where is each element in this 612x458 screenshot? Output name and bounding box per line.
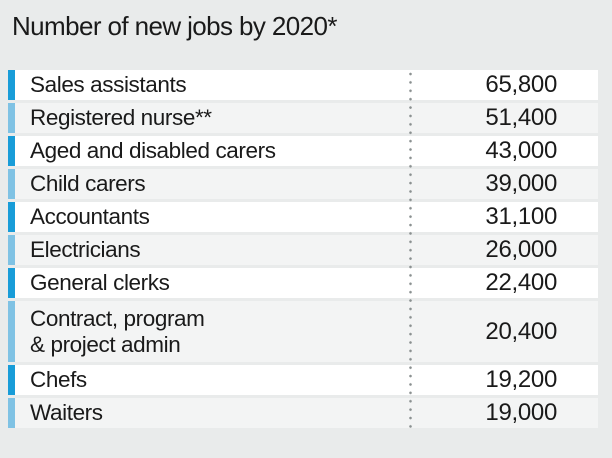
- job-value: 19,000: [485, 399, 557, 426]
- table-row: Sales assistants 65,800: [8, 70, 598, 100]
- job-value: 51,400: [485, 104, 557, 131]
- table-row: Chefs 19,200: [8, 365, 598, 395]
- job-value: 26,000: [485, 236, 557, 263]
- table-row: Accountants 31,100: [8, 202, 598, 232]
- row-marker-bar: [8, 301, 15, 362]
- job-value: 43,000: [485, 137, 557, 164]
- row-marker-bar: [8, 365, 15, 395]
- table-row: Registered nurse** 51,400: [8, 103, 598, 133]
- jobs-table: Sales assistants 65,800 Registered nurse…: [8, 70, 598, 428]
- table-row: Electricians 26,000: [8, 235, 598, 265]
- job-label: Child carers: [30, 171, 146, 197]
- job-value: 19,200: [485, 366, 557, 393]
- chart-title: Number of new jobs by 2020*: [12, 11, 337, 41]
- row-marker-bar: [8, 103, 15, 133]
- row-marker-bar: [8, 169, 15, 199]
- dotted-separator: [409, 70, 412, 428]
- row-marker-bar: [8, 70, 15, 100]
- job-value: 31,100: [485, 203, 557, 230]
- table-row: Aged and disabled carers 43,000: [8, 136, 598, 166]
- job-value: 20,400: [485, 317, 557, 345]
- row-marker-bar: [8, 235, 15, 265]
- table-row: General clerks 22,400: [8, 268, 598, 298]
- row-marker-bar: [8, 268, 15, 298]
- job-label: Sales assistants: [30, 72, 187, 98]
- job-label: Registered nurse**: [30, 105, 212, 131]
- table-row: Contract, program & project admin 20,400: [8, 301, 598, 362]
- job-label: Chefs: [30, 367, 87, 393]
- job-value: 39,000: [485, 170, 557, 197]
- job-label: Waiters: [30, 400, 103, 426]
- job-label: Electricians: [30, 237, 141, 263]
- table-row: Waiters 19,000: [8, 398, 598, 428]
- row-marker-bar: [8, 398, 15, 428]
- row-marker-bar: [8, 136, 15, 166]
- row-marker-bar: [8, 202, 15, 232]
- job-value: 65,800: [485, 71, 557, 98]
- job-value: 22,400: [485, 269, 557, 296]
- job-label: Contract, program & project admin: [30, 306, 205, 357]
- job-label: Accountants: [30, 204, 150, 230]
- job-label: General clerks: [30, 270, 170, 296]
- job-label: Aged and disabled carers: [30, 138, 276, 164]
- table-row: Child carers 39,000: [8, 169, 598, 199]
